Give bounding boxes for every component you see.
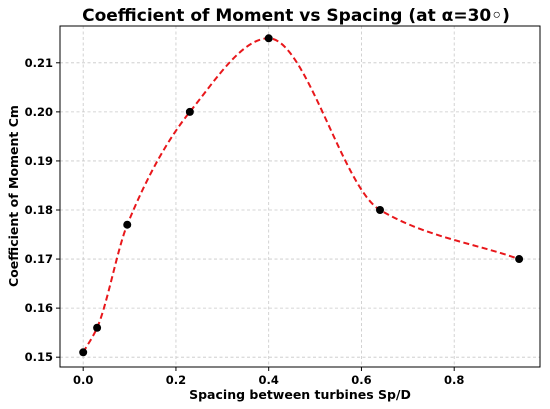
y-tick-label: 0.18: [25, 203, 53, 217]
data-point: [264, 34, 273, 43]
x-axis-label: Spacing between turbines Sp/D: [189, 387, 411, 402]
chart-title: Coefficient of Moment vs Spacing (at α=3…: [82, 6, 510, 26]
data-point: [376, 205, 384, 214]
y-tick-label: 0.17: [25, 252, 53, 266]
data-point: [79, 348, 88, 357]
data-point: [123, 220, 132, 229]
data-point: [515, 255, 524, 264]
x-tick-label: 0.6: [351, 373, 371, 387]
y-tick-label: 0.21: [25, 56, 53, 70]
x-tick-label: 0.8: [444, 373, 464, 387]
x-tick-label: 0.2: [166, 373, 186, 387]
data-points: [79, 34, 524, 357]
axis-ticks: 0.0 0.2 0.4 0.6 0.8 0.15 0.16 0.17 0.18 0.19 0.20 0…: [25, 56, 465, 387]
data-point: [93, 323, 102, 332]
grid: [60, 26, 540, 367]
series-line: [82, 37, 520, 353]
y-tick-label: 0.15: [25, 350, 53, 364]
x-tick-label: 0.4: [259, 373, 279, 387]
data-point: [185, 107, 194, 116]
plot-frame: [59, 25, 541, 368]
y-tick-label: 0.19: [25, 154, 53, 168]
y-tick-label: 0.16: [25, 301, 53, 315]
y-tick-label: 0.20: [25, 105, 53, 119]
y-axis-label: Coefficient of Moment Cm: [6, 105, 21, 287]
x-tick-label: 0.0: [73, 373, 93, 387]
